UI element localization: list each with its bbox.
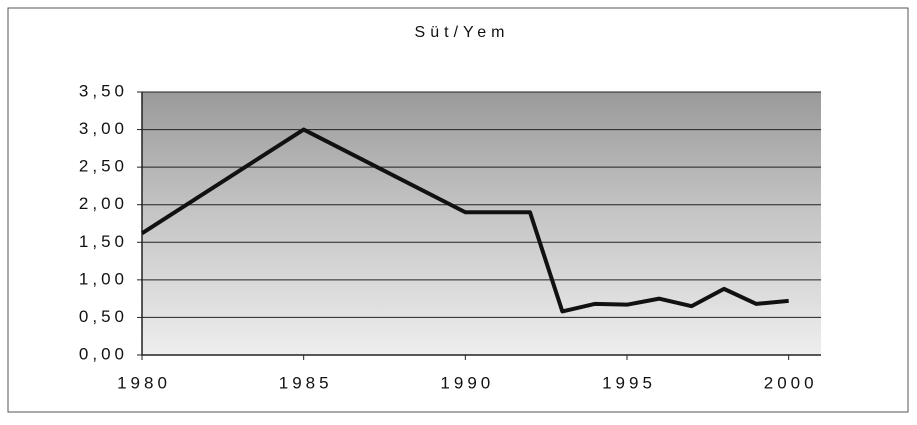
y-tick-label: 3,50: [79, 81, 128, 100]
y-tick-label: 1,50: [79, 232, 128, 251]
x-tick-label: 2000: [764, 373, 818, 392]
x-tick-label: 1980: [117, 373, 171, 392]
y-tick-label: 3,00: [79, 119, 128, 138]
y-tick-label: 2,50: [79, 157, 128, 176]
x-tick-label: 1995: [602, 373, 656, 392]
x-tick-label: 1990: [440, 373, 494, 392]
y-tick-label: 0,00: [79, 344, 128, 363]
data-line: [140, 127, 789, 314]
plot-area: [142, 92, 821, 355]
y-tick-label: 0,50: [79, 307, 128, 326]
y-tick-label: 1,00: [79, 269, 128, 288]
y-tick-label: 2,00: [79, 194, 128, 213]
x-tick-label: 1985: [279, 373, 333, 392]
chart-title: Süt/Yem: [415, 24, 510, 41]
